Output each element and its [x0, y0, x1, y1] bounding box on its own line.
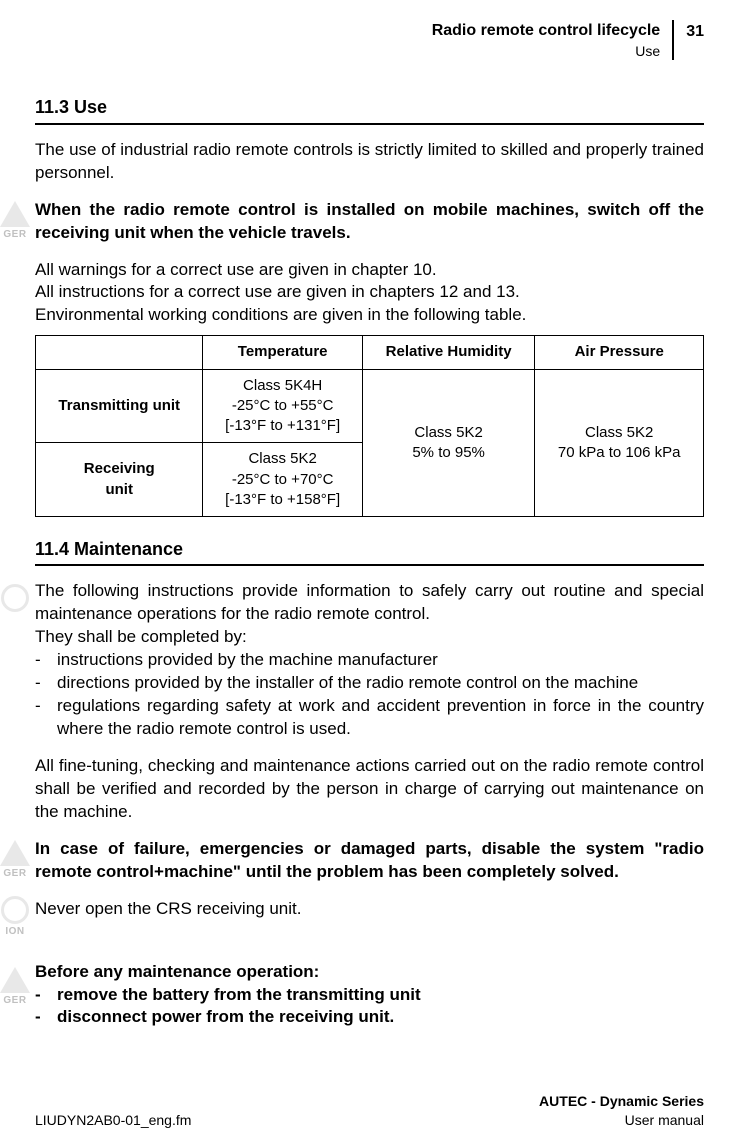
- list-item: - disconnect power from the receiving un…: [35, 1006, 704, 1029]
- footer-doc-type: User manual: [539, 1111, 704, 1130]
- table-cell-line: 5% to 95%: [371, 443, 527, 463]
- danger-marker: GER: [0, 201, 30, 242]
- list-item: - directions provided by the installer o…: [35, 672, 704, 695]
- paragraph: The use of industrial radio remote contr…: [35, 139, 704, 185]
- footer-right-block: AUTEC - Dynamic Series User manual: [539, 1092, 704, 1130]
- bold-bullet-list: - remove the battery from the transmitti…: [35, 984, 704, 1030]
- attention-block: ION Never open the CRS receiving unit.: [35, 898, 704, 921]
- list-dash: -: [35, 1006, 57, 1029]
- list-dash: -: [35, 672, 57, 695]
- danger-marker: GER: [0, 967, 30, 1008]
- list-item: - remove the battery from the transmitti…: [35, 984, 704, 1007]
- list-text: regulations regarding safety at work and…: [57, 695, 704, 741]
- list-text: directions provided by the installer of …: [57, 672, 704, 695]
- table-cell-line: Class 5K2: [371, 423, 527, 443]
- header-section-subtitle: Use: [432, 42, 661, 61]
- page-header: Radio remote control lifecycle Use 31: [35, 20, 704, 60]
- warning-block: GER Before any maintenance operation: - …: [35, 961, 704, 1030]
- table-cell-pressure: Class 5K2 70 kPa to 106 kPa: [535, 369, 704, 517]
- table-cell-humidity: Class 5K2 5% to 95%: [362, 369, 535, 517]
- table-cell-line: -25°C to +55°C: [211, 396, 353, 416]
- paragraph: Environmental working conditions are giv…: [35, 304, 704, 327]
- table-cell-line: Class 5K2: [211, 449, 353, 469]
- paragraph: All instructions for a correct use are g…: [35, 281, 704, 304]
- warning-block: GER When the radio remote control is ins…: [35, 199, 704, 245]
- list-text: disconnect power from the receiving unit…: [57, 1006, 704, 1029]
- table-cell-line: 70 kPa to 106 kPa: [543, 443, 695, 463]
- warning-block: GER In case of failure, emergencies or d…: [35, 838, 704, 884]
- info-block: The following instructions provide infor…: [35, 580, 704, 823]
- table-cell-line: -25°C to +70°C: [211, 470, 353, 490]
- attention-circle-icon: [1, 896, 29, 924]
- table-header-empty: [36, 336, 203, 369]
- page-footer: LIUDYN2AB0-01_eng.fm AUTEC - Dynamic Ser…: [35, 1092, 704, 1130]
- bold-paragraph: In case of failure, emergencies or damag…: [35, 838, 704, 884]
- header-chapter-title: Radio remote control lifecycle: [432, 20, 661, 42]
- list-dash: -: [35, 649, 57, 672]
- list-dash: -: [35, 984, 57, 1007]
- paragraph: They shall be completed by:: [35, 626, 704, 649]
- section-heading-maintenance: 11.4 Maintenance: [35, 537, 704, 566]
- bold-paragraph: When the radio remote control is install…: [35, 199, 704, 245]
- list-item: - instructions provided by the machine m…: [35, 649, 704, 672]
- paragraph: Never open the CRS receiving unit.: [35, 898, 704, 921]
- warning-triangle-icon: [0, 840, 30, 866]
- warning-triangle-icon: [0, 967, 30, 993]
- environmental-conditions-table: Temperature Relative Humidity Air Pressu…: [35, 335, 704, 517]
- table-cell-line: Class 5K4H: [211, 376, 353, 396]
- table-cell-line: [-13°F to +158°F]: [211, 490, 353, 510]
- table-header-humidity: Relative Humidity: [362, 336, 535, 369]
- table-cell-line: Receiving: [44, 459, 194, 479]
- table-cell: Class 5K4H -25°C to +55°C [-13°F to +131…: [203, 369, 362, 443]
- table-cell-line: unit: [44, 480, 194, 500]
- footer-filename: LIUDYN2AB0-01_eng.fm: [35, 1111, 191, 1130]
- marker-label: ION: [0, 925, 30, 939]
- danger-marker: GER: [0, 840, 30, 881]
- bullet-list: - instructions provided by the machine m…: [35, 649, 704, 741]
- table-cell-line: Class 5K2: [543, 423, 695, 443]
- paragraph: All warnings for a correct use are given…: [35, 259, 704, 282]
- page-number: 31: [686, 20, 704, 43]
- paragraph: The following instructions provide infor…: [35, 580, 704, 626]
- attention-marker: ION: [0, 896, 30, 939]
- table-header-pressure: Air Pressure: [535, 336, 704, 369]
- table-cell: Class 5K2 -25°C to +70°C [-13°F to +158°…: [203, 443, 362, 517]
- table-row-label-receiving: Receiving unit: [36, 443, 203, 517]
- section-heading-use: 11.3 Use: [35, 95, 704, 124]
- info-circle-icon: [1, 584, 29, 612]
- header-text-block: Radio remote control lifecycle Use: [432, 20, 675, 60]
- bold-paragraph: Before any maintenance operation:: [35, 961, 704, 984]
- table-cell-line: [-13°F to +131°F]: [211, 416, 353, 436]
- warning-triangle-icon: [0, 201, 30, 227]
- paragraph: All fine-tuning, checking and maintenanc…: [35, 755, 704, 824]
- marker-label: GER: [0, 994, 30, 1008]
- footer-brand: AUTEC - Dynamic Series: [539, 1092, 704, 1111]
- list-text: instructions provided by the machine man…: [57, 649, 704, 672]
- list-item: - regulations regarding safety at work a…: [35, 695, 704, 741]
- table-header-temperature: Temperature: [203, 336, 362, 369]
- info-marker: [0, 584, 30, 612]
- table-row-label-transmitting: Transmitting unit: [36, 369, 203, 443]
- list-text: remove the battery from the transmitting…: [57, 984, 704, 1007]
- marker-label: GER: [0, 867, 30, 881]
- list-dash: -: [35, 695, 57, 741]
- marker-label: GER: [0, 228, 30, 242]
